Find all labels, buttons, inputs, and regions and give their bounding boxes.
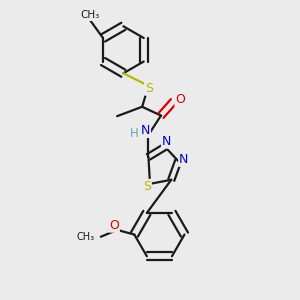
Text: S: S	[145, 82, 153, 95]
Text: N: N	[162, 135, 171, 148]
Text: S: S	[143, 180, 151, 193]
Text: O: O	[109, 219, 119, 232]
Text: H: H	[130, 127, 139, 140]
Text: O: O	[176, 93, 185, 106]
Text: N: N	[179, 153, 188, 166]
Text: N: N	[141, 124, 150, 137]
Text: CH₃: CH₃	[81, 10, 100, 20]
Text: CH₃: CH₃	[76, 232, 94, 242]
